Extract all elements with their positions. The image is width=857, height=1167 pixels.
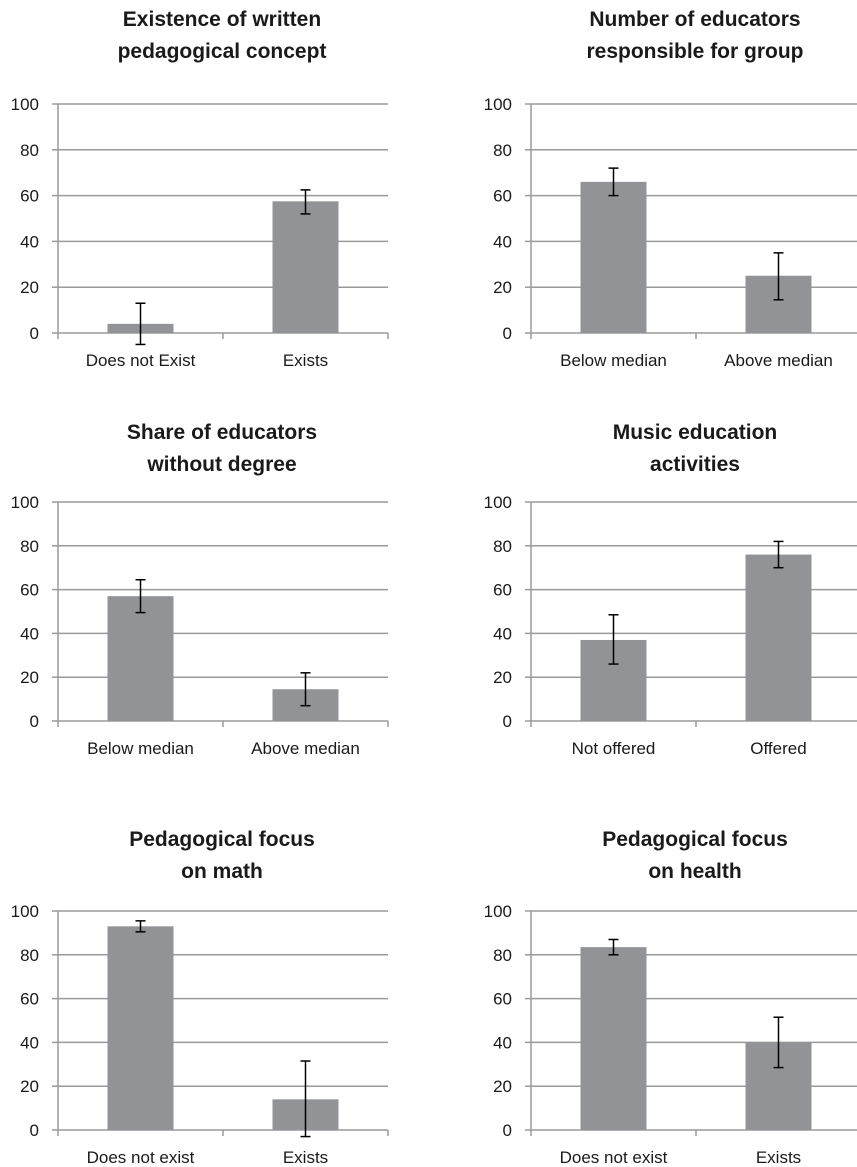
chart-title: Existence of written: [123, 8, 321, 31]
error-bar: [135, 920, 146, 933]
y-tick-label: 40: [20, 1033, 39, 1052]
category-label: Above median: [724, 351, 833, 370]
y-tick-label: 80: [20, 537, 39, 556]
chart-panel-4: Music education activities 0 20 40 60 80 100 Not…: [484, 421, 857, 758]
bar: [745, 554, 812, 721]
y-tick-label: 80: [493, 537, 512, 556]
chart-title: pedagogical concept: [118, 40, 327, 63]
category-label: Above median: [251, 739, 360, 758]
category-label: Below median: [87, 739, 194, 758]
y-tick-label: 20: [20, 278, 39, 297]
chart-title: Share of educators: [127, 421, 317, 444]
error-bar: [608, 938, 619, 956]
chart-title: Pedagogical focus: [602, 828, 788, 851]
y-tick-label: 20: [493, 668, 512, 687]
error-bar: [300, 672, 311, 707]
error-bar: [608, 167, 619, 197]
y-tick-label: 60: [20, 581, 39, 600]
chart-title: on health: [648, 860, 741, 883]
y-tick-label: 60: [493, 187, 512, 206]
error-bar: [135, 302, 146, 346]
y-tick-label: 20: [493, 278, 512, 297]
category-label: Exists: [283, 1148, 328, 1167]
chart-title: Music education: [613, 421, 778, 444]
chart-panel-3: Share of educators without degree 0 20 40 60 8…: [11, 421, 389, 758]
chart-title: responsible for group: [586, 40, 803, 63]
y-tick-label: 20: [493, 1077, 512, 1096]
chart-title: Number of educators: [589, 8, 800, 31]
error-bar: [300, 189, 311, 215]
bar: [272, 201, 339, 333]
y-tick-label: 40: [493, 232, 512, 251]
y-tick-label: 0: [30, 324, 39, 343]
chart-panel-5: Pedagogical focus on math 0 20 40 60 80 100 Does…: [11, 828, 389, 1167]
bar: [580, 947, 647, 1130]
bar: [107, 926, 174, 1130]
y-tick-label: 60: [20, 990, 39, 1009]
error-bar: [300, 1060, 311, 1138]
category-label: Exists: [283, 351, 328, 370]
category-label: Does not exist: [87, 1148, 195, 1167]
y-tick-label: 0: [30, 712, 39, 731]
category-label: Does not Exist: [86, 351, 196, 370]
error-bar: [773, 540, 784, 569]
chart-panel-2: Number of educators responsible for group…: [484, 8, 857, 370]
category-label: Below median: [560, 351, 667, 370]
error-bar: [608, 614, 619, 665]
y-tick-label: 40: [20, 232, 39, 251]
y-tick-label: 100: [11, 493, 39, 512]
y-tick-label: 0: [30, 1121, 39, 1140]
error-bar: [135, 578, 146, 614]
y-tick-label: 80: [493, 946, 512, 965]
chart-title: activities: [650, 453, 740, 476]
y-tick-label: 20: [20, 1077, 39, 1096]
category-label: Does not exist: [560, 1148, 668, 1167]
y-tick-label: 40: [20, 624, 39, 643]
error-bar: [773, 252, 784, 301]
y-tick-label: 0: [503, 1121, 512, 1140]
y-tick-label: 100: [484, 493, 512, 512]
y-tick-label: 60: [493, 990, 512, 1009]
y-tick-label: 40: [493, 1033, 512, 1052]
chart-title: on math: [181, 860, 263, 883]
y-tick-label: 60: [493, 581, 512, 600]
y-tick-label: 60: [20, 187, 39, 206]
y-tick-label: 80: [20, 141, 39, 160]
y-tick-label: 20: [20, 668, 39, 687]
bar: [107, 596, 174, 721]
chart-title: Pedagogical focus: [129, 828, 315, 851]
category-label: Exists: [756, 1148, 801, 1167]
y-tick-label: 100: [484, 95, 512, 114]
category-label: Offered: [750, 739, 806, 758]
category-label: Not offered: [572, 739, 656, 758]
error-bar: [773, 1016, 784, 1069]
y-tick-label: 80: [493, 141, 512, 160]
y-tick-label: 100: [484, 902, 512, 921]
y-tick-label: 100: [11, 95, 39, 114]
chart-title: without degree: [146, 453, 296, 476]
y-tick-label: 100: [11, 902, 39, 921]
y-tick-label: 80: [20, 946, 39, 965]
y-tick-label: 0: [503, 324, 512, 343]
y-tick-label: 0: [503, 712, 512, 731]
chart-panel-6: Pedagogical focus on health 0 20 40 60 80 100 Do…: [484, 828, 857, 1167]
y-tick-label: 40: [493, 624, 512, 643]
bar: [580, 181, 647, 333]
chart-panel-1: Existence of written pedagogical concept 0…: [11, 8, 389, 370]
